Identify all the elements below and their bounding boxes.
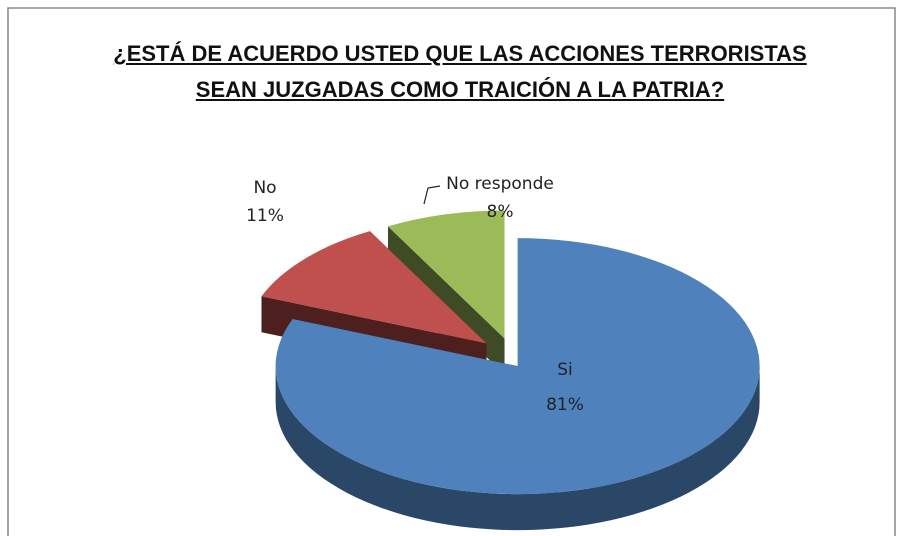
slice-value-label: 8%	[487, 202, 514, 222]
slice-label: No	[253, 178, 276, 198]
slice	[261, 231, 487, 344]
slice	[275, 238, 760, 495]
leader-line	[423, 185, 441, 205]
chart-border	[7, 7, 896, 536]
slice-value-label: 11%	[246, 206, 284, 226]
slice-value-label: 81%	[546, 395, 584, 415]
slice	[387, 210, 505, 339]
slice-label: Si	[557, 360, 573, 380]
slice-label: No responde	[446, 174, 554, 194]
chart-title: ¿ESTÁ DE ACUERDO USTED QUE LAS ACCIONES …	[113, 41, 807, 102]
slice-side	[275, 366, 760, 531]
